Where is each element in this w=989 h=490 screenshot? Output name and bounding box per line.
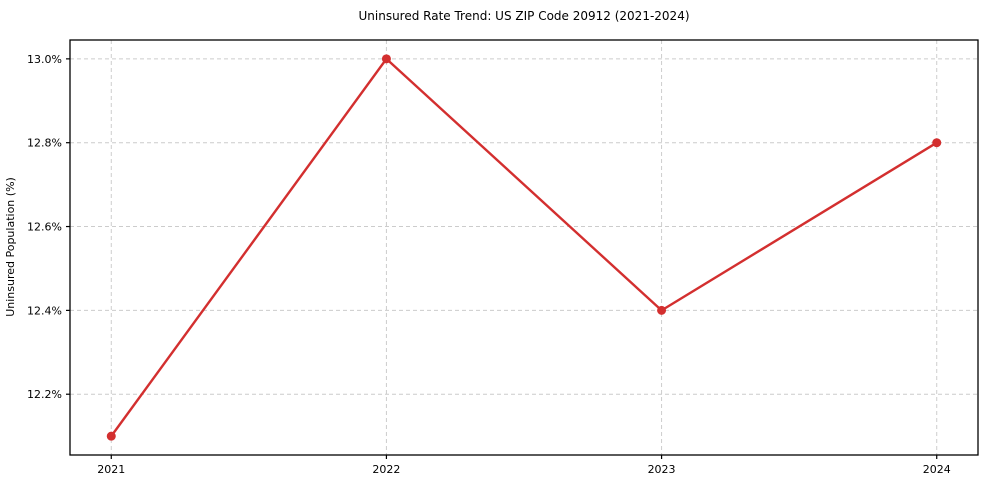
y-tick-label: 12.8% xyxy=(27,137,62,150)
data-point xyxy=(932,138,942,148)
y-tick-label: 12.4% xyxy=(27,304,62,317)
data-point xyxy=(381,54,391,64)
y-tick-label: 12.6% xyxy=(27,221,62,234)
data-line xyxy=(110,57,938,438)
plot-area: 2021 2022 2023 2024 12.2% 12.4% 12.6% 12.8% 13.0… xyxy=(27,39,979,476)
x-tick-label: 2021 xyxy=(97,463,125,476)
axes-frame xyxy=(69,39,979,456)
data-point xyxy=(106,431,116,441)
x-tick-label: 2022 xyxy=(372,463,400,476)
y-axis-label: Uninsured Population (%) xyxy=(4,177,17,317)
x-tick-label: 2023 xyxy=(648,463,676,476)
y-tick-label: 12.2% xyxy=(27,388,62,401)
x-tick-label: 2024 xyxy=(923,463,951,476)
y-tick-label: 13.0% xyxy=(27,53,62,66)
chart-title: Uninsured Rate Trend: US ZIP Code 20912 … xyxy=(358,9,689,23)
data-point xyxy=(657,305,667,315)
